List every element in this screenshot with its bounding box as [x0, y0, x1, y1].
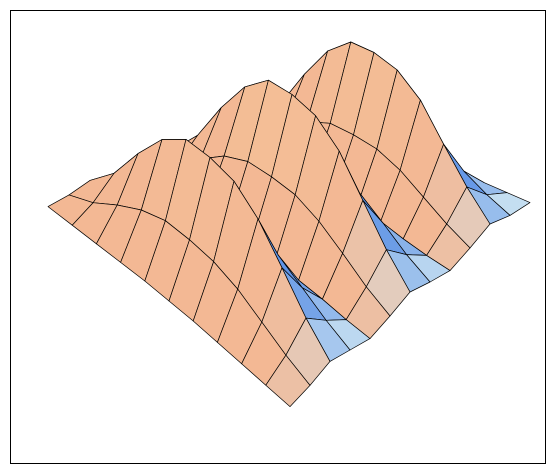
surface-patch: [265, 354, 311, 407]
